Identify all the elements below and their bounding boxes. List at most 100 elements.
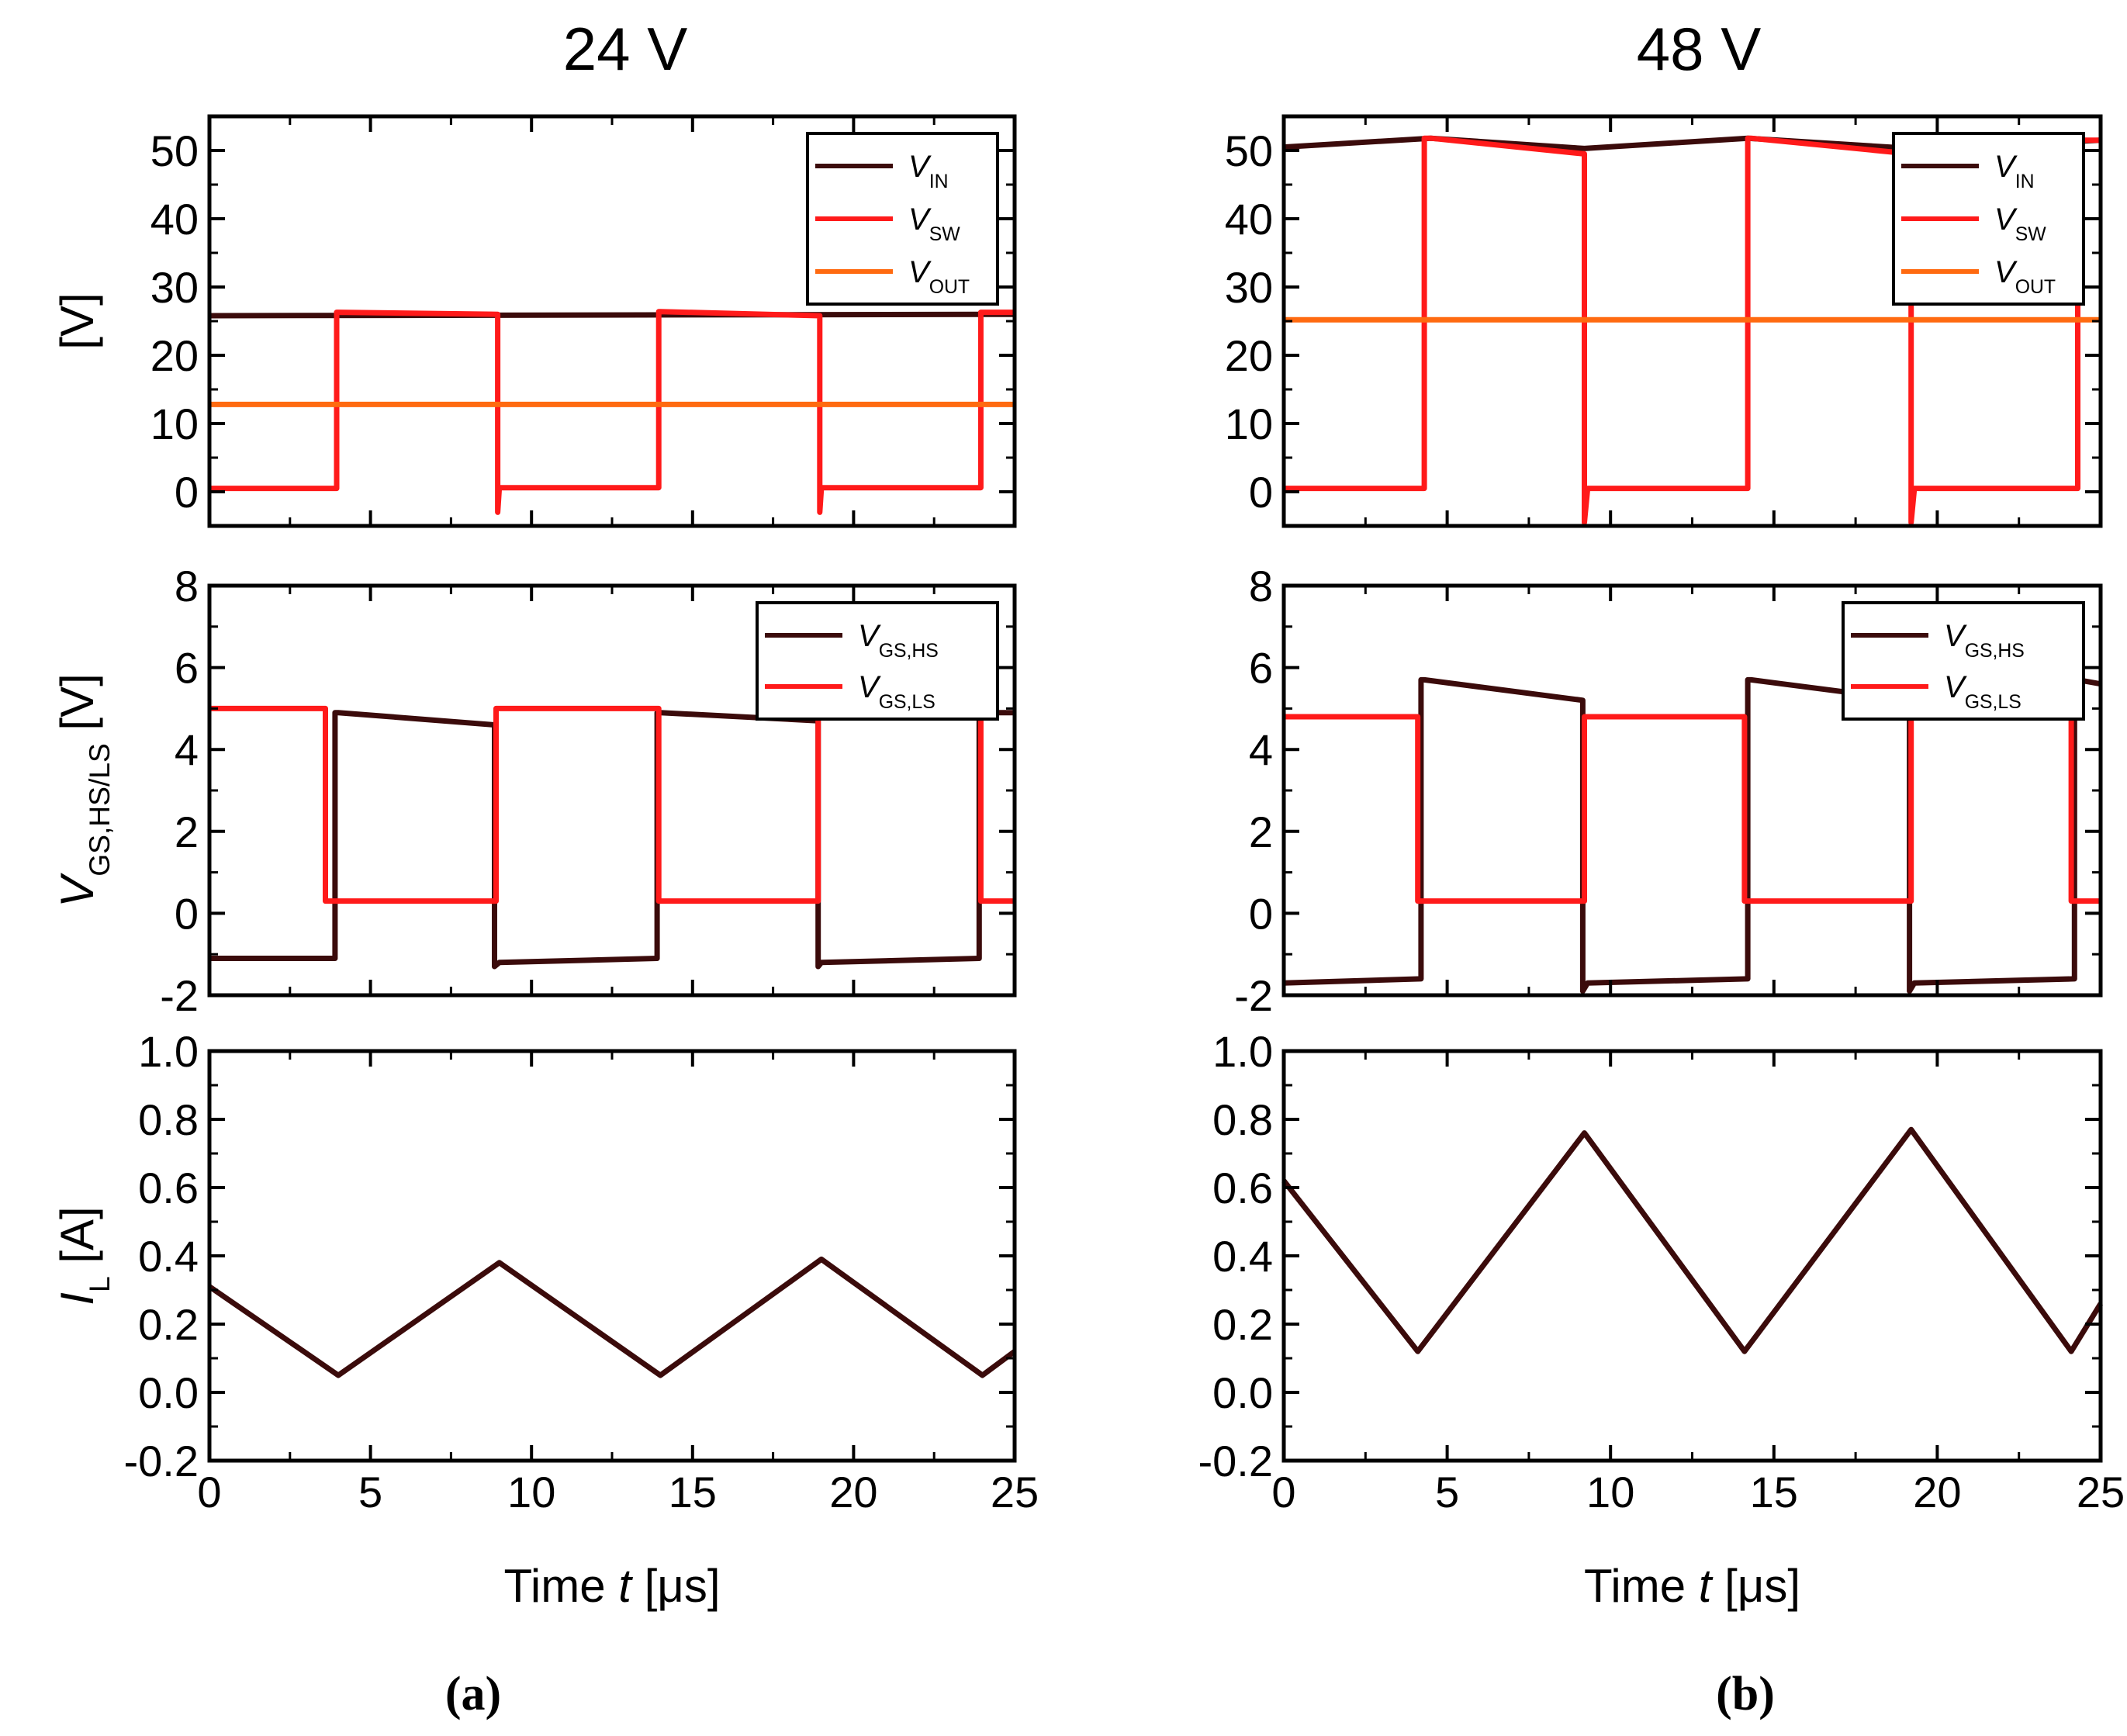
legend-label-gs-ls-var: V (1944, 670, 1967, 704)
title-24v: 24 V (563, 15, 687, 83)
legend-label-gs-hs: VGS,HS (858, 619, 939, 662)
y-tick-label: 0.0 (1212, 1368, 1273, 1417)
series-line-i-l (208, 1256, 1017, 1378)
legend-label-sw-sub: SW (929, 224, 961, 245)
panel-label-b: (b) (1716, 1668, 1775, 1720)
plot-b-bot: 0 5 10 15 20 25 -0.2 0.0 0.2 0.4 0.6 0.8 1.0 Time t [… (1198, 1027, 2125, 1612)
y-tick-label: 0.2 (1212, 1300, 1273, 1349)
x-tick-label: 10 (1586, 1468, 1634, 1516)
y-tick-label: 0.8 (1212, 1095, 1273, 1144)
legend-label-out: VOUT (1994, 255, 2056, 298)
y-tick-label: 0.4 (138, 1232, 199, 1281)
y-tick-label: 30 (150, 263, 199, 312)
y-tick-label: 40 (150, 195, 199, 244)
x-tick-label: 15 (669, 1468, 717, 1516)
y-tick-label: 0 (1249, 468, 1273, 517)
x-tick-label: 25 (2077, 1468, 2125, 1516)
legend-label-in: VIN (908, 150, 949, 192)
y-axis-label: VGS,HS/LS [V] (51, 673, 116, 908)
legend-label-gs-hs: VGS,HS (1944, 619, 2025, 662)
plot-frame (207, 1049, 1017, 1463)
legend-label-out-sub: OUT (929, 277, 970, 298)
x-axis-label-unit: [μs] (1711, 1560, 1800, 1612)
x-axis-label-var: t (1699, 1560, 1714, 1612)
x-axis-label: Time t [μs] (1584, 1560, 1800, 1612)
x-tick-label: 0 (197, 1468, 221, 1516)
legend-box (1842, 601, 2085, 721)
legend-box (756, 601, 999, 721)
y-tick-label: 8 (1249, 562, 1273, 610)
x-axis-label-main: Time (503, 1560, 618, 1612)
legend-label-gs-ls: VGS,LS (858, 670, 936, 713)
y-tick-label: 2 (175, 807, 199, 856)
y-tick-label: 0.6 (138, 1164, 199, 1212)
y-tick-label: 50 (1225, 126, 1273, 175)
x-tick-label: 20 (1913, 1468, 1961, 1516)
legend-label-sw-sub: SW (2015, 224, 2047, 245)
x-tick-label: 20 (829, 1468, 877, 1516)
x-axis-label-var: t (618, 1560, 633, 1612)
legend-label-gs-hs-var: V (1944, 619, 1967, 653)
legend-label-in-var: V (1994, 150, 2018, 184)
series-line-v-sw (1284, 135, 2101, 526)
y-axis-label-unit: [A] (51, 1206, 103, 1276)
y-tick-label: -2 (1234, 971, 1273, 1020)
x-tick-label: 0 (1271, 1468, 1295, 1516)
series-line-v-gs-hs (209, 710, 1015, 970)
legend-label-gs-ls-sub: GS,LS (879, 692, 936, 713)
x-tick-label: 5 (358, 1468, 382, 1516)
y-tick-label: 6 (175, 644, 199, 693)
legend-label-gs-hs-sub: GS,HS (879, 641, 939, 662)
series-line-v-gs-ls (209, 705, 1015, 904)
y-tick-label: 10 (1225, 399, 1273, 448)
legend-label-gs-ls-var: V (858, 670, 881, 704)
y-tick-label: 0.8 (138, 1095, 199, 1144)
legend-label-gs-hs-var: V (858, 619, 881, 653)
x-tick-label: 10 (507, 1468, 555, 1516)
title-48v: 48 V (1637, 15, 1761, 83)
y-tick-label: 10 (150, 399, 199, 448)
legend-label-gs-hs-sub: GS,HS (1965, 641, 2025, 662)
series-line-v-in (209, 311, 1015, 319)
series-line-i-l (1281, 1126, 2103, 1354)
legend-label-gs-ls: VGS,LS (1944, 670, 2022, 713)
x-tick-label: 15 (1750, 1468, 1798, 1516)
y-axis-label: [V] (51, 292, 103, 349)
y-tick-label: 20 (150, 331, 199, 380)
y-tick-label: 4 (1249, 725, 1273, 774)
x-axis-label: Time t [μs] (503, 1560, 720, 1612)
panel-label-a: (a) (445, 1668, 501, 1720)
legend-label-sw-var: V (1994, 202, 2018, 237)
y-tick-label: 1.0 (138, 1027, 199, 1076)
y-tick-label: -2 (160, 971, 199, 1020)
legend-label-in-var: V (908, 150, 932, 184)
y-tick-label: 4 (175, 725, 199, 774)
legend-label-in-sub: IN (2015, 171, 2035, 192)
y-tick-label: 50 (150, 126, 199, 175)
y-tick-label: 0 (175, 468, 199, 517)
y-tick-label: 0.2 (138, 1300, 199, 1349)
legend-label-sw-var: V (908, 202, 932, 237)
legend-label-sw: VSW (908, 202, 960, 245)
y-tick-label: 1.0 (1212, 1027, 1273, 1076)
y-tick-label: 0.0 (138, 1368, 199, 1417)
y-tick-label: 40 (1225, 195, 1273, 244)
y-tick-label: -0.2 (124, 1437, 199, 1485)
y-axis-label: IL [A] (51, 1206, 116, 1305)
y-axis-label-var: I (51, 1292, 103, 1305)
x-axis-label-main: Time (1584, 1560, 1699, 1612)
legend-label-out-sub: OUT (2015, 277, 2056, 298)
y-tick-label: 2 (1249, 807, 1273, 856)
plot-a-bot: 0 5 10 15 20 25 -0.2 0.0 0.2 0.4 0.6 0.8 1.0 IL [A] Ti… (51, 1027, 1039, 1612)
y-axis-label-unit: [V] (51, 673, 103, 743)
x-tick-label: 25 (991, 1468, 1039, 1516)
